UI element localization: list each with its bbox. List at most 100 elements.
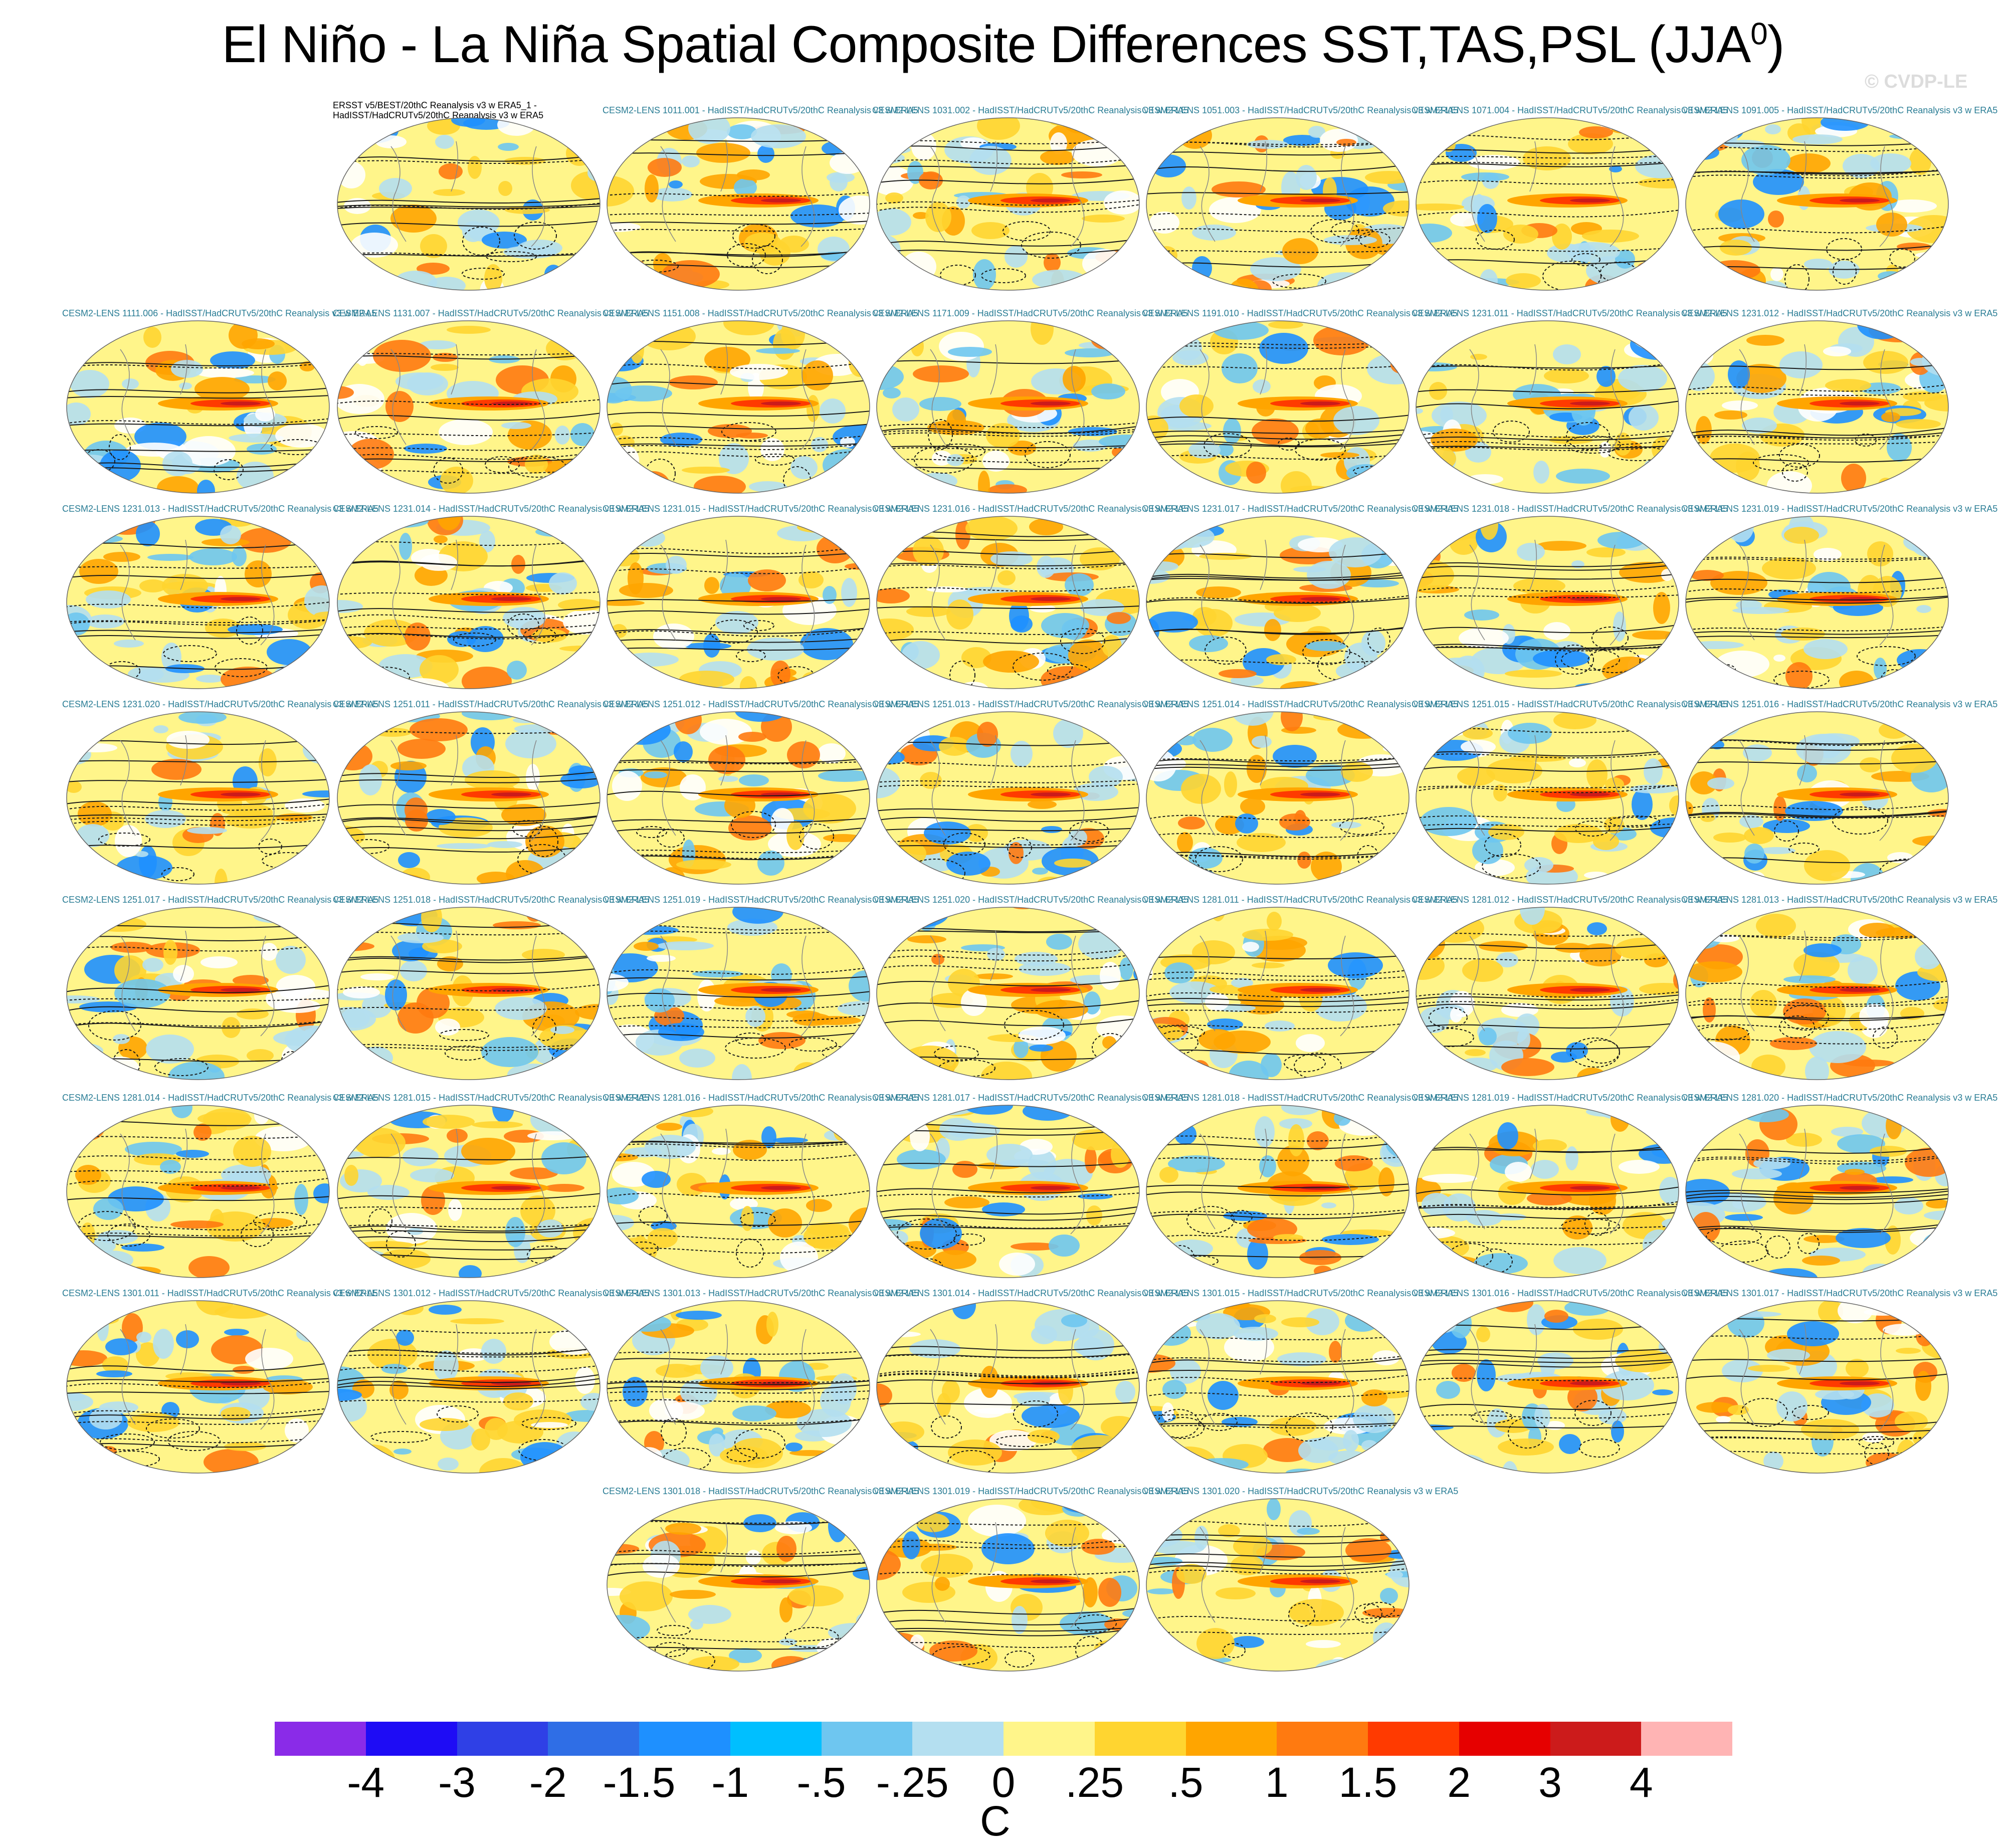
colorbar-box	[548, 1722, 639, 1756]
map-panel: CESM2-LENS 1301.020 - HadISST/HadCRUTv5/…	[1142, 1486, 1458, 1674]
panel-label: CESM2-LENS 1251.018 - HadISST/HadCRUTv5/…	[333, 895, 650, 905]
colorbar-tick: -1	[711, 1759, 749, 1806]
colorbar-tick: 4	[1629, 1759, 1653, 1806]
map-panel: CESM2-LENS 1151.008 - HadISST/HadCRUTv5/…	[603, 308, 918, 496]
panel-label: CESM2-LENS 1281.019 - HadISST/HadCRUTv5/…	[1412, 1093, 1728, 1103]
map-panel: CESM2-LENS 1251.016 - HadISST/HadCRUTv5/…	[1681, 699, 1997, 887]
composite-map	[876, 516, 1140, 689]
panel-label: CESM2-LENS 1281.011 - HadISST/HadCRUTv5/…	[1142, 895, 1458, 905]
composite-map	[1416, 1300, 1679, 1474]
panel-label: CESM2-LENS 1301.015 - HadISST/HadCRUTv5/…	[1142, 1288, 1459, 1298]
composite-map	[1685, 320, 1949, 494]
figure-title: El Niño - La Niña Spatial Composite Diff…	[222, 16, 1785, 74]
composite-map	[1146, 117, 1410, 291]
map-panel: CESM2-LENS 1301.011 - HadISST/HadCRUTv5/…	[62, 1288, 378, 1476]
panel-label: CESM2-LENS 1111.006 - HadISST/HadCRUTv5/…	[62, 308, 377, 318]
map-panel: CESM2-LENS 1281.011 - HadISST/HadCRUTv5/…	[1142, 895, 1458, 1083]
map-panel: CESM2-LENS 1231.013 - HadISST/HadCRUTv5/…	[62, 504, 378, 692]
panel-label: CESM2-LENS 1251.015 - HadISST/HadCRUTv5/…	[1412, 699, 1728, 709]
map-panel: CESM2-LENS 1071.004 - HadISST/HadCRUTv5/…	[1412, 105, 1728, 293]
panel-label: CESM2-LENS 1231.013 - HadISST/HadCRUTv5/…	[62, 504, 379, 514]
composite-map	[1416, 117, 1679, 291]
panel-label: CESM2-LENS 1251.012 - HadISST/HadCRUTv5/…	[603, 699, 919, 709]
map-panel: ERSST v5/BEST/20thC Reanalysis v3 w ERA5…	[333, 100, 601, 293]
map-panel: CESM2-LENS 1231.011 - HadISST/HadCRUTv5/…	[1412, 308, 1727, 496]
map-panel: CESM2-LENS 1301.013 - HadISST/HadCRUTv5/…	[603, 1288, 919, 1476]
panel-label: CESM2-LENS 1031.002 - HadISST/HadCRUTv5/…	[872, 105, 1189, 115]
map-panel: CESM2-LENS 1191.010 - HadISST/HadCRUTv5/…	[1142, 308, 1458, 496]
map-panel: CESM2-LENS 1111.006 - HadISST/HadCRUTv5/…	[62, 308, 376, 496]
map-panel: CESM2-LENS 1011.001 - HadISST/HadCRUTv5/…	[603, 105, 918, 293]
panel-label: CESM2-LENS 1281.017 - HadISST/HadCRUTv5/…	[872, 1093, 1189, 1103]
colorbar-box	[639, 1722, 730, 1756]
panel-label: CESM2-LENS 1301.011 - HadISST/HadCRUTv5/…	[62, 1288, 378, 1298]
composite-map	[1685, 117, 1949, 291]
panel-label: ERSST v5/BEST/20thC Reanalysis v3 w ERA5…	[333, 100, 544, 120]
composite-map	[337, 117, 600, 291]
map-panel: CESM2-LENS 1231.016 - HadISST/HadCRUTv5/…	[872, 504, 1188, 692]
composite-map	[607, 1105, 870, 1278]
colorbar-tick: -1.5	[603, 1759, 676, 1806]
map-panel: CESM2-LENS 1281.018 - HadISST/HadCRUTv5/…	[1142, 1093, 1458, 1281]
composite-map	[66, 711, 330, 885]
panel-label: CESM2-LENS 1251.014 - HadISST/HadCRUTv5/…	[1142, 699, 1459, 709]
panel-label: CESM2-LENS 1281.020 - HadISST/HadCRUTv5/…	[1681, 1093, 1998, 1103]
map-panel: CESM2-LENS 1301.016 - HadISST/HadCRUTv5/…	[1412, 1288, 1728, 1476]
colorbar-tick: -.25	[876, 1759, 949, 1806]
colorbar	[275, 1722, 1732, 1756]
map-panel: CESM2-LENS 1301.014 - HadISST/HadCRUTv5/…	[872, 1288, 1188, 1476]
colorbar-box	[1277, 1722, 1368, 1756]
map-panel: CESM2-LENS 1281.016 - HadISST/HadCRUTv5/…	[603, 1093, 919, 1281]
panel-label: CESM2-LENS 1301.018 - HadISST/HadCRUTv5/…	[603, 1486, 919, 1496]
panel-label: CESM2-LENS 1281.013 - HadISST/HadCRUTv5/…	[1681, 895, 1998, 905]
colorbar-box	[1641, 1722, 1732, 1756]
composite-map	[1146, 516, 1410, 689]
colorbar-box	[1185, 1722, 1277, 1756]
colorbar-box	[1004, 1722, 1095, 1756]
panel-label: CESM2-LENS 1301.017 - HadISST/HadCRUTv5/…	[1681, 1288, 1998, 1298]
colorbar-tick: 3	[1538, 1759, 1562, 1806]
composite-map	[1685, 1105, 1949, 1278]
map-panel: CESM2-LENS 1281.014 - HadISST/HadCRUTv5/…	[62, 1093, 378, 1281]
composite-map	[607, 1498, 870, 1672]
colorbar-tick: -.5	[796, 1759, 846, 1806]
map-panel: CESM2-LENS 1231.019 - HadISST/HadCRUTv5/…	[1681, 504, 1997, 692]
composite-map	[337, 711, 600, 885]
colorbar-box	[1550, 1722, 1642, 1756]
map-panel: CESM2-LENS 1281.019 - HadISST/HadCRUTv5/…	[1412, 1093, 1728, 1281]
composite-map	[876, 1498, 1140, 1672]
colorbar-box	[275, 1722, 366, 1756]
colorbar-box	[730, 1722, 822, 1756]
panel-label: CESM2-LENS 1251.013 - HadISST/HadCRUTv5/…	[872, 699, 1189, 709]
map-panel: CESM2-LENS 1281.020 - HadISST/HadCRUTv5/…	[1681, 1093, 1997, 1281]
colorbar-box	[365, 1722, 457, 1756]
panel-label: CESM2-LENS 1231.019 - HadISST/HadCRUTv5/…	[1681, 504, 1998, 514]
composite-map	[607, 1300, 870, 1474]
colorbar-tick: 0	[991, 1759, 1016, 1806]
map-panel: CESM2-LENS 1301.019 - HadISST/HadCRUTv5/…	[872, 1486, 1188, 1674]
panel-label: CESM2-LENS 1231.012 - HadISST/HadCRUTv5/…	[1681, 308, 1998, 318]
composite-map	[607, 320, 870, 494]
composite-map	[1416, 711, 1679, 885]
colorbar-tick: 1.5	[1338, 1759, 1397, 1806]
panel-label: CESM2-LENS 1251.020 - HadISST/HadCRUTv5/…	[872, 895, 1189, 905]
map-panel: CESM2-LENS 1251.013 - HadISST/HadCRUTv5/…	[872, 699, 1188, 887]
map-panel: CESM2-LENS 1231.014 - HadISST/HadCRUTv5/…	[333, 504, 649, 692]
map-panel: CESM2-LENS 1281.012 - HadISST/HadCRUTv5/…	[1412, 895, 1728, 1083]
panel-label: CESM2-LENS 1281.015 - HadISST/HadCRUTv5/…	[333, 1093, 650, 1103]
map-panel: CESM2-LENS 1051.003 - HadISST/HadCRUTv5/…	[1142, 105, 1458, 293]
map-panel: CESM2-LENS 1131.007 - HadISST/HadCRUTv5/…	[333, 308, 649, 496]
composite-map	[66, 907, 330, 1080]
colorbar-box	[1368, 1722, 1459, 1756]
composite-map	[1416, 907, 1679, 1080]
panel-label: CESM2-LENS 1091.005 - HadISST/HadCRUTv5/…	[1681, 105, 1998, 115]
panel-label: CESM2-LENS 1301.014 - HadISST/HadCRUTv5/…	[872, 1288, 1189, 1298]
map-panel: CESM2-LENS 1251.017 - HadISST/HadCRUTv5/…	[62, 895, 378, 1083]
map-panel: CESM2-LENS 1281.015 - HadISST/HadCRUTv5/…	[333, 1093, 649, 1281]
composite-map	[876, 711, 1140, 885]
colorbar-tick: .5	[1168, 1759, 1203, 1806]
panel-label: CESM2-LENS 1281.016 - HadISST/HadCRUTv5/…	[603, 1093, 919, 1103]
panel-label: CESM2-LENS 1301.016 - HadISST/HadCRUTv5/…	[1412, 1288, 1728, 1298]
map-panel: CESM2-LENS 1231.020 - HadISST/HadCRUTv5/…	[62, 699, 378, 887]
panel-label: CESM2-LENS 1301.019 - HadISST/HadCRUTv5/…	[872, 1486, 1189, 1496]
